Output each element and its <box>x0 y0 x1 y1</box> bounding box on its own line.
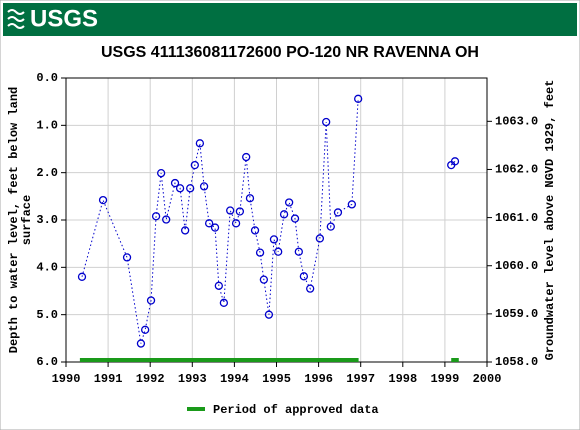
data-point <box>210 223 220 232</box>
data-point <box>250 226 260 235</box>
x-tick-label: 1992 <box>136 372 165 386</box>
data-point <box>204 219 214 228</box>
data-point <box>299 272 309 281</box>
y-axis-label: Depth to water level, feet below land <box>7 87 21 353</box>
logo: USGS <box>30 5 98 32</box>
data-point <box>186 184 195 193</box>
x-tick-label: 1991 <box>94 372 123 386</box>
data-point <box>315 234 325 243</box>
y-tick-label: 3.0 <box>36 213 58 227</box>
y2-tick-label: 1060.0 <box>495 259 538 273</box>
chart-title: USGS 411136081172600 PO-120 NR RAVENNA O… <box>101 44 479 61</box>
data-point <box>151 212 161 221</box>
y-tick-label: 0.0 <box>36 71 58 85</box>
header-bar <box>3 3 577 36</box>
y-tick-label: 1.0 <box>36 119 58 133</box>
data-point <box>122 253 132 262</box>
approved-period <box>79 358 359 362</box>
data-point <box>242 152 251 162</box>
data-point <box>290 214 300 223</box>
data-point <box>98 195 108 205</box>
y-tick-label: 2.0 <box>36 166 58 180</box>
x-tick-label: 1993 <box>178 372 207 386</box>
data-point <box>354 94 363 103</box>
y2-tick-label: 1062.0 <box>495 163 538 177</box>
y2-axis-label: Groundwater level above NGVD 1929, feet <box>543 80 557 361</box>
data-point <box>450 157 460 166</box>
data-point <box>245 194 255 203</box>
data-point <box>146 296 156 305</box>
data-point <box>214 281 223 290</box>
logo-icon <box>7 9 25 29</box>
data-point <box>294 247 303 256</box>
legend-label: Period of approved data <box>213 403 379 417</box>
data-point <box>235 207 245 216</box>
y-tick-label: 4.0 <box>36 261 58 275</box>
data-point <box>77 272 87 281</box>
x-tick-label: 1997 <box>346 372 375 386</box>
y2-tick-label: 1063.0 <box>495 114 538 128</box>
data-point <box>279 210 289 219</box>
data-line <box>81 98 456 344</box>
data-point <box>136 339 146 348</box>
x-tick-label: 1998 <box>388 372 417 386</box>
data-point <box>170 178 180 188</box>
x-tick-label: 1999 <box>430 372 459 386</box>
data-point <box>190 160 199 170</box>
data-point <box>306 284 315 293</box>
data-point <box>259 275 269 284</box>
x-tick-label: 2000 <box>473 372 502 386</box>
y-tick-label: 6.0 <box>36 355 58 369</box>
data-point <box>269 235 279 244</box>
data-point <box>255 248 265 257</box>
data-point <box>219 298 229 307</box>
y2-tick-label: 1059.0 <box>495 307 538 321</box>
data-point <box>226 206 235 215</box>
data-point <box>284 198 294 207</box>
x-tick-label: 1996 <box>304 372 333 386</box>
data-point <box>347 200 357 209</box>
data-point <box>264 310 274 319</box>
x-tick-label: 1990 <box>52 372 81 386</box>
data-point <box>231 219 241 228</box>
data-point <box>140 325 150 334</box>
data-point <box>274 247 283 256</box>
x-tick-label: 1994 <box>220 372 249 386</box>
x-tick-label: 1995 <box>262 372 291 386</box>
data-point <box>180 226 190 235</box>
data-point <box>333 208 343 217</box>
data-point <box>162 215 171 224</box>
y-axis-label: surface <box>20 195 34 245</box>
data-point <box>199 182 209 191</box>
y2-tick-label: 1061.0 <box>495 211 538 225</box>
data-point <box>175 184 185 193</box>
data-point <box>156 168 166 178</box>
y-tick-label: 5.0 <box>36 308 58 322</box>
data-point <box>195 139 205 148</box>
approved-period <box>451 358 459 362</box>
data-point <box>322 117 331 127</box>
data-point <box>326 222 335 231</box>
y2-tick-label: 1058.0 <box>495 355 538 369</box>
